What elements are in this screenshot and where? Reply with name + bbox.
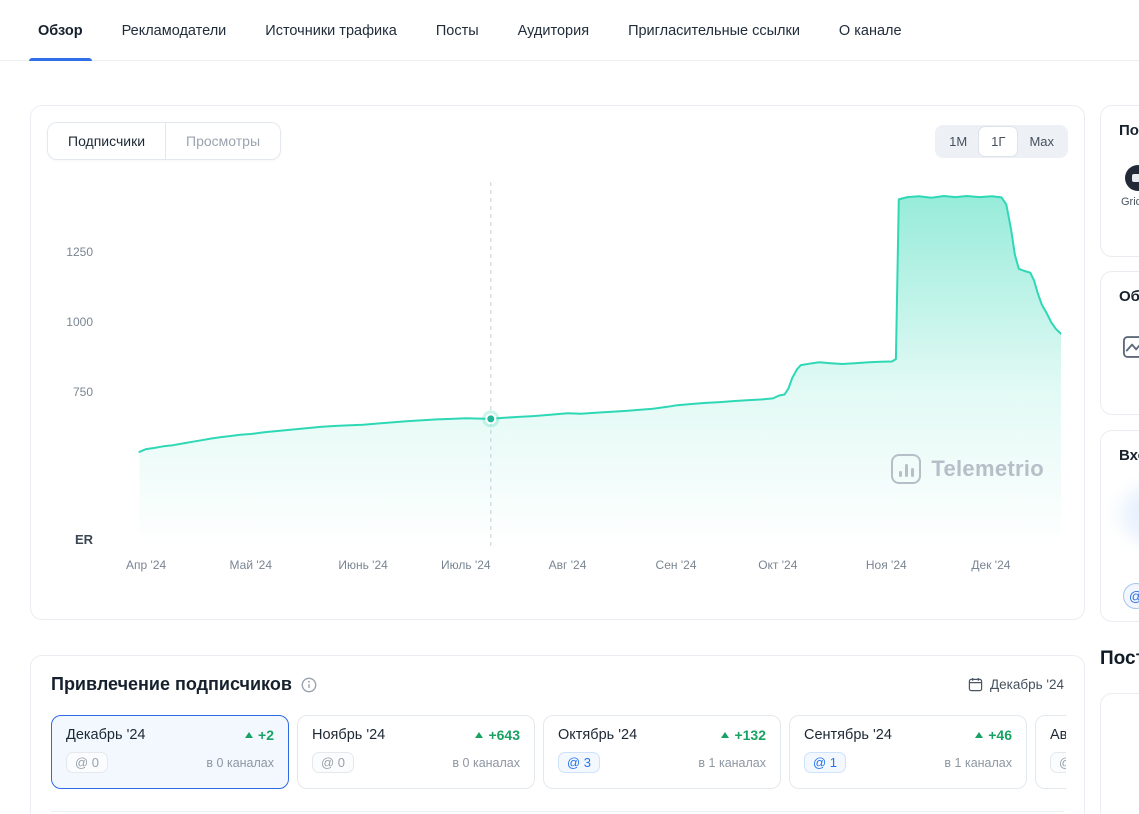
info-icon[interactable]: [301, 677, 317, 693]
month-delta: +643: [475, 727, 520, 743]
incoming-mentions-card: Вхо @: [1100, 430, 1139, 622]
x-axis-label: Июль '24: [441, 558, 491, 572]
month-label: Октябрь '24: [558, 727, 638, 743]
month-cards-row: Декабрь '24 +2 @ 0 в 0 каналах Ноябрь '24 +64…: [51, 715, 1066, 789]
chart-marker: [485, 413, 497, 425]
channel-name: Grid: [1121, 196, 1139, 208]
x-axis-label: Ноя '24: [865, 558, 907, 572]
section-divider: [51, 811, 1064, 812]
up-arrow-icon: [975, 732, 984, 738]
month-label: Декабрь '24: [66, 727, 146, 743]
chart-header: Подписчики Просмотры 1M 1Г Max: [47, 122, 1068, 160]
similar-channels-card: Пох Grid: [1100, 105, 1139, 257]
channel-avatar[interactable]: [1125, 165, 1139, 191]
x-axis-label: Авг '24: [548, 558, 587, 572]
tab-about-channel[interactable]: О канале: [839, 0, 902, 61]
x-axis-label: Сен '24: [655, 558, 697, 572]
main-column: Подписчики Просмотры 1M 1Г Max 750 1000 1250 …: [30, 105, 1085, 814]
metric-toggle: Подписчики Просмотры: [47, 122, 282, 160]
month-label: Ноябрь '24: [312, 727, 386, 743]
mentions-badge: @: [1050, 752, 1066, 773]
range-1m[interactable]: 1M: [937, 127, 979, 156]
up-arrow-icon: [721, 732, 730, 738]
image-chart-icon: [1121, 333, 1139, 366]
telemetrio-watermark: Telemetrio: [891, 454, 1044, 484]
tab-posts[interactable]: Посты: [436, 0, 479, 61]
up-arrow-icon: [475, 732, 484, 738]
channels-label: в 0 каналах: [452, 755, 520, 770]
tab-overview[interactable]: Обзор: [29, 0, 92, 61]
month-sep[interactable]: Сентябрь '24 +46 @ 1 в 1 каналах: [789, 715, 1027, 789]
er-axis-label: ER: [75, 532, 94, 547]
channels-label: в 1 каналах: [698, 755, 766, 770]
x-axis-label: Май '24: [229, 558, 272, 572]
watermark-label: Telemetrio: [931, 456, 1044, 481]
side-panel-title: Обл: [1119, 288, 1139, 305]
channels-label: в 1 каналах: [944, 755, 1012, 770]
y-axis-label: 750: [72, 385, 93, 399]
date-picker[interactable]: Декабрь '24: [968, 677, 1064, 692]
month-dec[interactable]: Декабрь '24 +2 @ 0 в 0 каналах: [51, 715, 289, 789]
month-oct[interactable]: Октябрь '24 +132 @ 3 в 1 каналах: [543, 715, 781, 789]
channels-label: в 0 каналах: [206, 755, 274, 770]
x-axis-label: Апр '24: [126, 558, 167, 572]
at-icon: @: [1123, 583, 1139, 609]
x-axis-label: Окт '24: [758, 558, 798, 572]
side-panel-title: Пох: [1119, 122, 1139, 139]
calendar-icon: [968, 677, 983, 692]
date-picker-value: Декабрь '24: [990, 677, 1064, 692]
nav-tabs: Обзор Рекламодатели Источники трафика Посты…: [29, 0, 1139, 61]
subscribers-chart[interactable]: [101, 182, 1061, 546]
subscriber-acquisition-card: Привлечение подписчиков Декабрь '24 Дека…: [30, 655, 1085, 814]
chart-area-fill: [139, 196, 1061, 546]
cloud-card: Обл: [1100, 271, 1139, 415]
up-arrow-icon: [245, 732, 254, 738]
top-nav: Обзор Рекламодатели Источники трафика Посты…: [0, 0, 1139, 61]
growth-header: Привлечение подписчиков Декабрь '24: [51, 674, 1064, 695]
posts-section-title: Пост: [1100, 648, 1139, 669]
range-max[interactable]: Max: [1017, 127, 1066, 156]
mentions-badge: @ 3: [558, 752, 601, 773]
month-delta: +132: [721, 727, 766, 743]
chart-line: [138, 195, 1061, 453]
metric-views[interactable]: Просмотры: [166, 123, 281, 159]
range-1y[interactable]: 1Г: [979, 126, 1018, 156]
mentions-badge: @ 0: [66, 752, 109, 773]
month-delta: +2: [245, 727, 274, 743]
tab-invite-links[interactable]: Пригласительные ссылки: [628, 0, 800, 61]
mentions-badge: @ 1: [804, 752, 847, 773]
tab-audience[interactable]: Аудитория: [518, 0, 589, 61]
month-delta: +46: [975, 727, 1012, 743]
blurred-preview: [1109, 469, 1139, 559]
tab-advertisers[interactable]: Рекламодатели: [122, 0, 227, 61]
month-label: Ав: [1050, 727, 1066, 743]
month-nov[interactable]: Ноябрь '24 +643 @ 0 в 0 каналах: [297, 715, 535, 789]
metric-subscribers[interactable]: Подписчики: [48, 123, 167, 159]
month-label: Сентябрь '24: [804, 727, 892, 743]
y-axis-label: 1250: [66, 245, 93, 259]
y-axis-label: 1000: [66, 315, 93, 329]
posts-card: [1100, 693, 1139, 814]
mentions-badge: @ 0: [312, 752, 355, 773]
side-panel-title: Вхо: [1119, 447, 1139, 464]
tab-traffic-sources[interactable]: Источники трафика: [265, 0, 397, 61]
subscribers-chart-card: Подписчики Просмотры 1M 1Г Max 750 1000 1250 …: [30, 105, 1085, 620]
x-axis-label: Июнь '24: [338, 558, 388, 572]
range-selector: 1M 1Г Max: [935, 124, 1068, 158]
chart-area: 750 1000 1250 ER Апр '24 Май '24 Июнь '24 Июл…: [47, 182, 1068, 582]
x-axis-label: Дек '24: [971, 558, 1011, 572]
month-aug[interactable]: Ав @: [1035, 715, 1066, 789]
telemetrio-logo-icon: [891, 454, 922, 484]
section-title: Привлечение подписчиков: [51, 674, 292, 694]
